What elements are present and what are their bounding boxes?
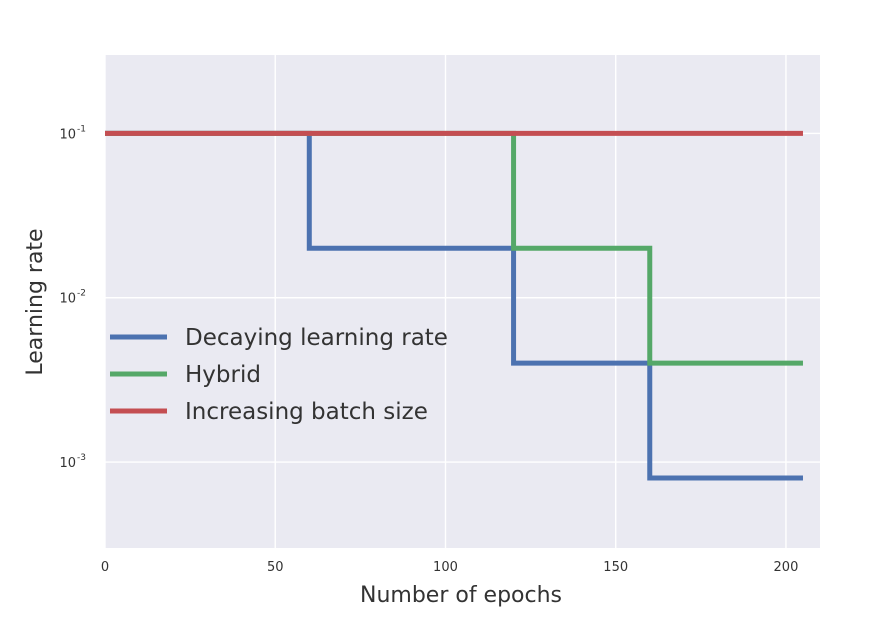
x-tick-label: 50 xyxy=(267,560,284,575)
x-axis-label: Number of epochs xyxy=(360,583,562,608)
plot-area xyxy=(105,55,820,548)
x-tick-label: 200 xyxy=(774,560,799,575)
y-tick-label: 10 -1 xyxy=(59,124,86,142)
y-tick-exponent: -1 xyxy=(77,124,86,134)
y-axis-label: Learning rate xyxy=(23,228,48,375)
series-line-decaying-learning-rate xyxy=(105,130,803,481)
x-tick-label: 150 xyxy=(603,560,628,575)
y-tick-base: 10 xyxy=(59,127,76,142)
y-tick-label: 10 -3 xyxy=(59,453,86,471)
legend-item: Hybrid xyxy=(110,362,261,388)
y-tick-exponent: -2 xyxy=(77,289,86,299)
x-tick-label: 100 xyxy=(433,560,458,575)
y-tick-exponent: -3 xyxy=(77,453,86,463)
legend-label: Hybrid xyxy=(185,362,261,388)
y-tick-base: 10 xyxy=(59,292,76,307)
y-tick-base: 10 xyxy=(59,456,76,471)
y-tick-label: 10 -2 xyxy=(59,289,86,307)
legend-label: Decaying learning rate xyxy=(185,325,448,351)
legend: Decaying learning rate Hybrid Increasing b… xyxy=(110,325,448,425)
legend-label: Increasing batch size xyxy=(185,399,428,425)
legend-item: Decaying learning rate xyxy=(110,325,448,351)
y-axis-ticks: 10-110-210-3 xyxy=(59,124,86,471)
legend-item: Increasing batch size xyxy=(110,399,428,425)
x-tick-label: 0 xyxy=(101,560,109,575)
x-axis-ticks: 0 50 100 150 200 xyxy=(101,560,799,575)
series-lines xyxy=(105,130,803,481)
